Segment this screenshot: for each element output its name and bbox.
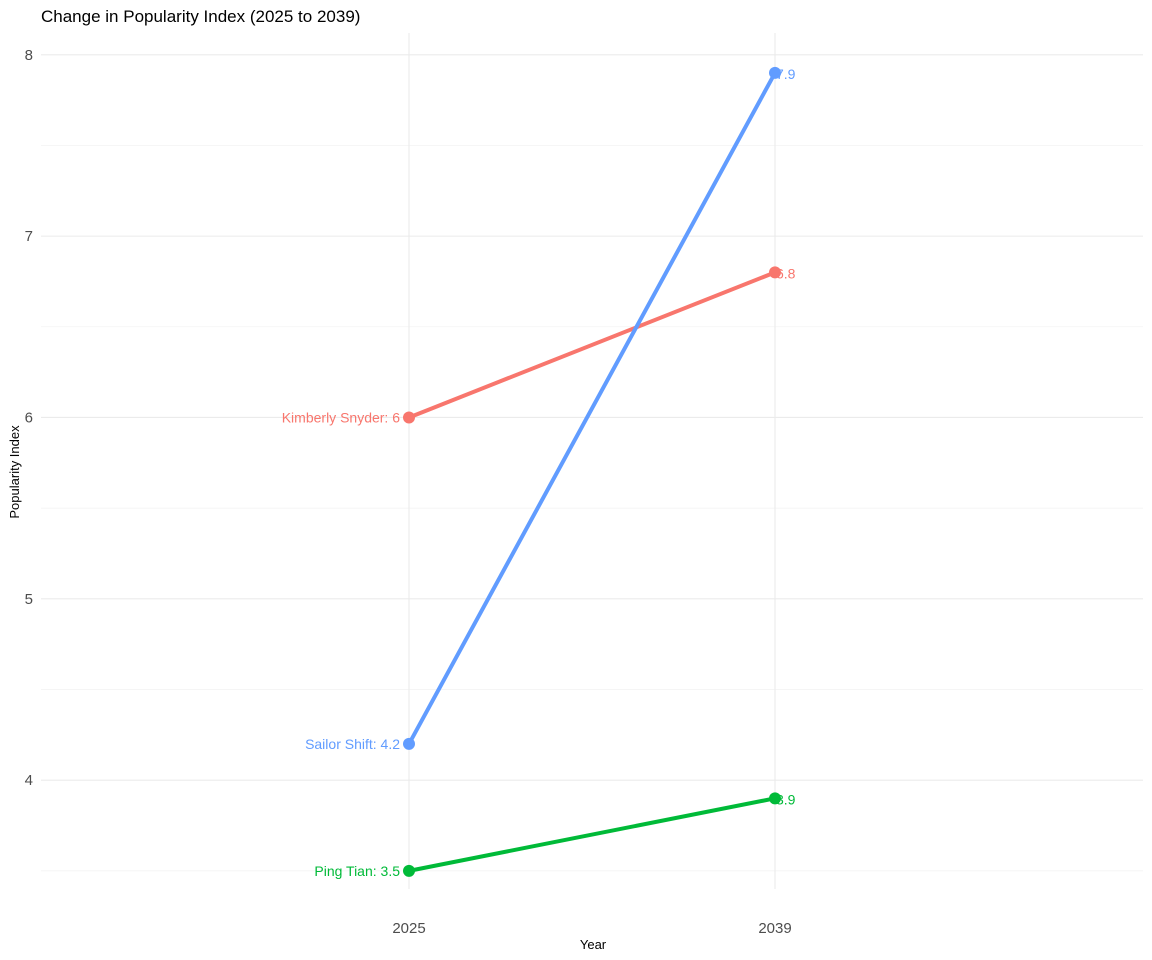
data-point (403, 864, 415, 877)
data-point (403, 411, 415, 424)
x-axis-title: Year (580, 937, 607, 952)
series-line (407, 70, 777, 746)
x-tick-label: 2025 (392, 920, 425, 937)
data-label-start: Kimberly Snyder: 6 (282, 409, 400, 425)
series-sailor-shift: Sailor Shift: 4.2 7.9 (305, 66, 796, 752)
y-tick-label: 5 (25, 591, 33, 608)
y-tick-label: 4 (25, 772, 33, 789)
y-axis-title: Popularity Index (7, 425, 22, 519)
y-tick-label: 6 (25, 409, 33, 426)
y-axis-ticks: 4 5 6 7 8 (25, 47, 33, 789)
data-point (769, 266, 781, 279)
y-tick-label: 7 (25, 228, 33, 245)
data-label-end: 3.9 (776, 791, 796, 807)
data-point (769, 66, 781, 79)
series-ping-tian: Ping Tian: 3.5 3.9 (314, 791, 795, 879)
series-line (407, 270, 777, 420)
data-label-end: 7.9 (776, 66, 796, 82)
grid (41, 33, 1143, 889)
data-label-start: Sailor Shift: 4.2 (305, 736, 400, 752)
series-kimberly-snyder: Kimberly Snyder: 6 6.8 (282, 265, 796, 425)
data-label-end: 6.8 (776, 265, 796, 281)
data-point (769, 792, 781, 805)
y-tick-label: 8 (25, 47, 33, 64)
x-axis-ticks: 2025 2039 (392, 920, 791, 937)
x-tick-label: 2039 (758, 920, 791, 937)
data-point (403, 737, 415, 750)
series-line (407, 796, 777, 873)
chart-title: Change in Popularity Index (2025 to 2039… (41, 7, 360, 26)
data-label-start: Ping Tian: 3.5 (314, 863, 400, 879)
series-group: Kimberly Snyder: 6 6.8 Ping Tian: 3.5 3.9 Sa… (282, 66, 796, 879)
